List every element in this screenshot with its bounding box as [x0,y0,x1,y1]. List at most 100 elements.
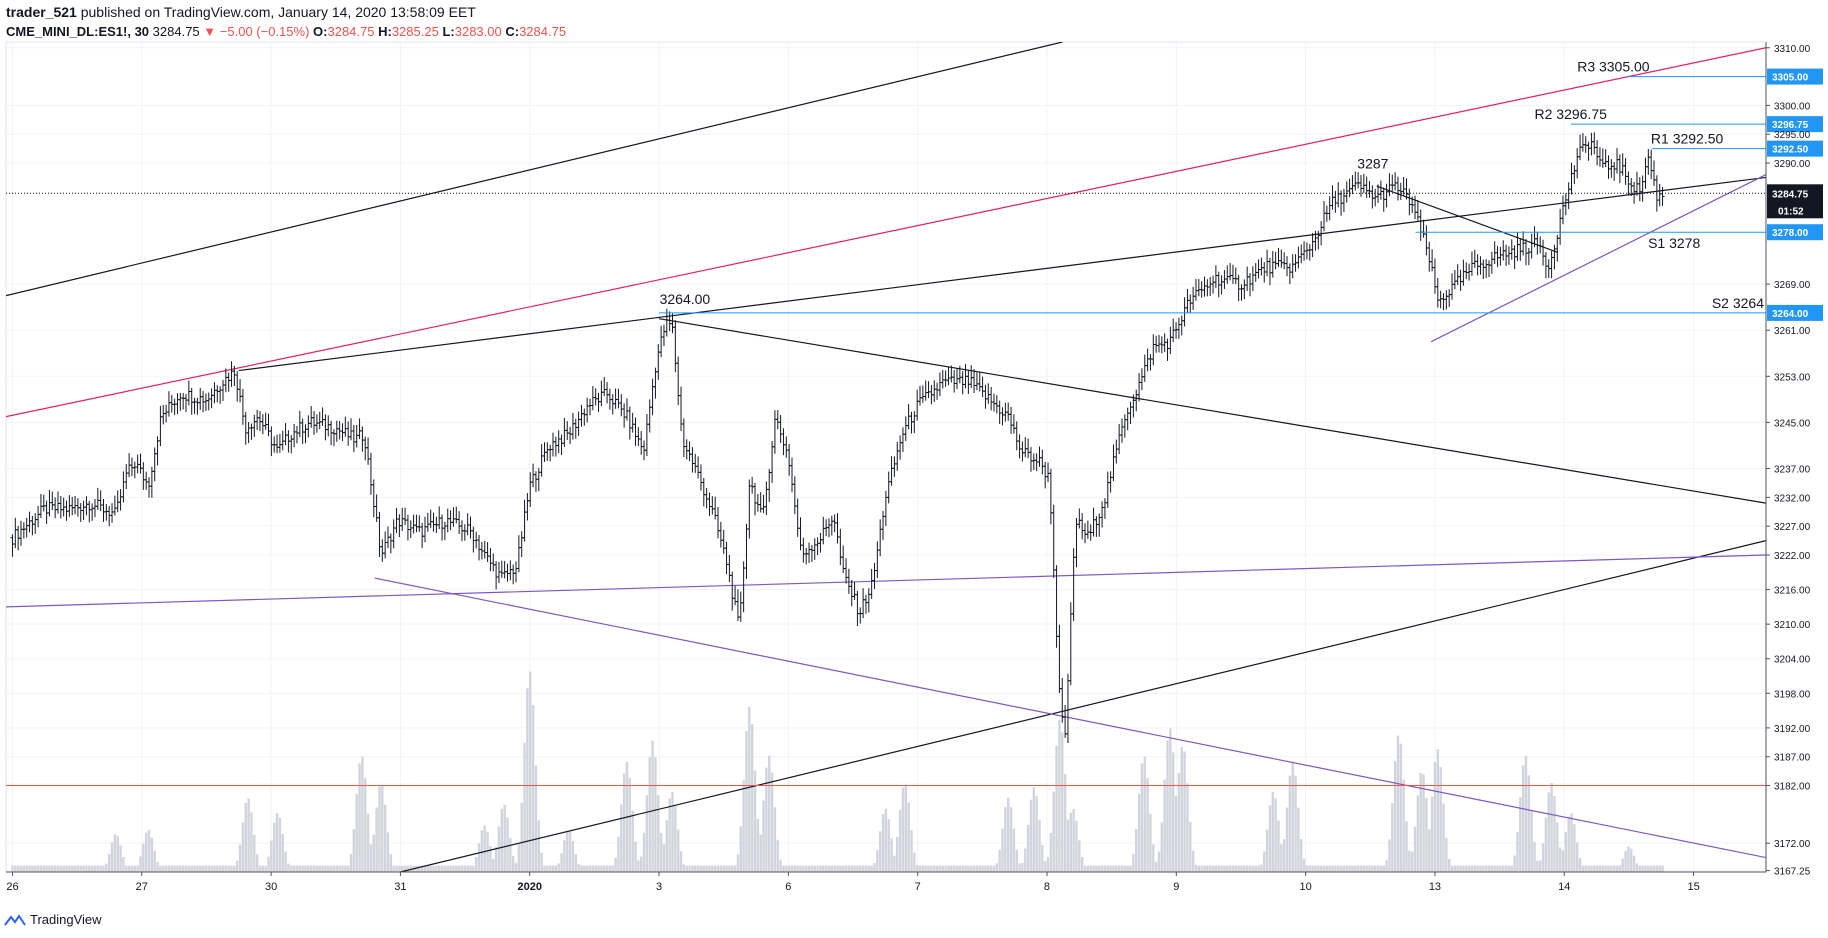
ohlc-bar [152,447,157,482]
volume-bar [617,836,620,872]
volume-bar [950,865,953,872]
volume-bar [435,865,438,872]
volume-bar [358,763,361,872]
volume-bar [1257,865,1260,872]
volume-bar [841,865,845,872]
ohlc-bar [283,423,288,446]
ohlc-bar [636,427,641,446]
volume-bar [603,865,606,872]
level-label: S1 3278 [1648,235,1700,251]
ohlc-bar [53,497,58,519]
ohlc-bar [129,457,134,477]
ohlc-bar [1054,565,1059,648]
volume-bar [1570,813,1573,872]
volume-bar [184,865,188,872]
ohlc-bar [175,393,180,414]
volume-bar [1337,865,1340,872]
ohlc-bar [639,431,644,455]
ohlc-bar [1367,181,1372,198]
ohlc-bar [1424,225,1429,256]
volume-bar [113,834,117,872]
ohlc-bar [693,453,698,473]
price-chart[interactable]: R3 3305.00 3305.00 R2 3296.75 3296.75 R1 329… [0,0,1828,910]
ohlc-bar [1535,231,1540,255]
ohlc-bar [306,415,311,438]
volume-bar [742,780,745,872]
volume-bar [1388,839,1391,872]
ohlc-bar [775,410,780,430]
ohlc-bar [747,479,752,539]
volume-bar [970,865,973,872]
ohlc-bar [1248,273,1253,297]
volume-bar [938,865,942,872]
ohlc-bar [750,476,755,494]
volume-bar [1516,831,1519,872]
ohlc-bar [1427,241,1432,272]
volume-bar [22,865,26,872]
ohlc-bar [1014,421,1019,451]
brand-name[interactable]: TradingView [30,912,102,927]
volume-bar [566,830,569,872]
volume-bar [127,865,131,872]
volume-bar [341,865,344,872]
author-name[interactable]: trader_521 [6,4,77,20]
trendlines [6,42,1766,872]
volume-bar [264,865,267,872]
volume-bar [1391,803,1394,872]
volume-bar [1425,798,1428,872]
volume-bar [802,865,805,872]
ohlc-bar [1632,181,1637,204]
ohlc-bar [514,561,519,583]
volume-bar [1015,849,1018,872]
volume-bar [807,865,811,872]
ohlc-bar [1205,279,1210,297]
volume-bar [321,865,324,872]
ohlc-bar [394,508,399,534]
volume-bar [861,865,865,872]
ohlc-bar [1128,401,1133,424]
ohlc-bar [1031,453,1036,471]
volume-bar [1445,837,1448,872]
ohlc-bar [758,492,763,513]
ohlc-bar [255,409,260,430]
ohlc-bar [1441,293,1446,311]
ohlc-bar [508,560,513,581]
volume-bar [1428,829,1431,872]
ohlc-bar [1606,155,1611,179]
quote-line: CME_MINI_DL:ES1!, 30 3284.75 ▼ −5.00 (−0… [6,24,1806,42]
ohlc-bar [653,367,658,399]
ohlc-bar [972,369,977,394]
volume-bar [1012,828,1016,872]
volume-bar [1063,774,1067,872]
ohlc-bar [249,423,254,440]
volume-bar [503,804,506,872]
ohlc-bar [923,380,928,401]
volume-bar [1026,824,1030,872]
ohlc-bar [1609,159,1614,178]
volume-bar [585,865,589,872]
volume-bar [961,865,964,872]
volume-bar [1072,809,1075,872]
ohlc-bar [78,503,83,522]
ohlc-bar [861,588,866,619]
volume-bar [1211,865,1215,872]
ohlc-bar [866,588,871,613]
volume-bar [958,865,962,872]
volume-bar [11,865,14,872]
volume-bar [756,818,760,872]
volume-bar [1402,779,1405,872]
volume-bar [1092,865,1095,872]
support-resistance-levels: R3 3305.00 3305.00 R2 3296.75 3296.75 R1 329… [659,59,1823,321]
volume-bar [346,865,350,872]
ohlc-bar [263,412,268,430]
volume-bar [73,865,77,872]
volume-bar [1527,775,1531,872]
ohlc-bar [1432,258,1437,294]
volume-bar [1635,863,1639,872]
volume-bar [725,865,728,872]
trendline [6,42,1063,297]
ohlc-bar [781,428,786,456]
ohlc-bar [676,356,681,406]
volume-bar [1035,796,1038,872]
volume-bar [19,865,23,872]
